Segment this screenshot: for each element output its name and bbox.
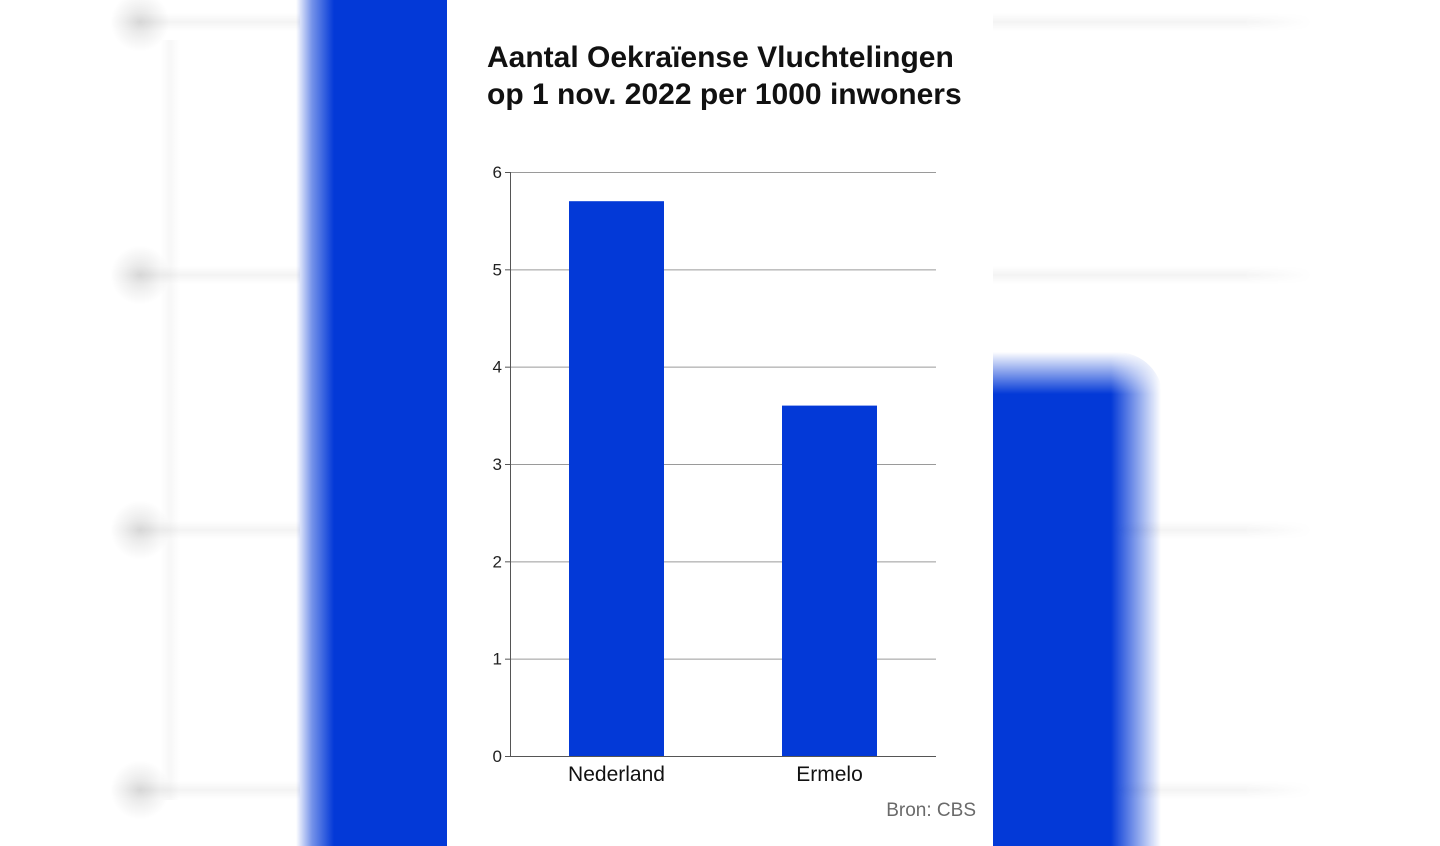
- blurred-tick-label: [110, 245, 170, 305]
- blurred-gridline: [110, 266, 300, 284]
- blurred-tick-label: [110, 760, 170, 820]
- x-category-label: Nederland: [568, 763, 665, 786]
- blurred-bar-left: [296, 0, 447, 846]
- blurred-gridline: [993, 13, 1313, 31]
- blurred-axis-line: [160, 40, 180, 800]
- bar-ermelo: [782, 405, 877, 756]
- y-tick-label: 5: [493, 260, 502, 279]
- bar-chart: 0 1 2 3 4 5 6 Nederland Ermelo: [493, 163, 936, 786]
- chart-title-line-2: op 1 nov. 2022 per 1000 inwoners: [487, 78, 962, 111]
- blurred-gridline: [993, 266, 1313, 284]
- x-category-label: Ermelo: [796, 763, 863, 786]
- blurred-tick-label: [110, 500, 170, 560]
- blurred-bar-right: [993, 352, 1163, 846]
- y-tick-label: 2: [493, 552, 502, 571]
- blurred-gridline: [110, 521, 300, 539]
- source-note: Bron: CBS: [886, 800, 976, 821]
- y-tick-label: 6: [493, 163, 502, 182]
- y-tick-label: 4: [493, 358, 502, 377]
- y-tick-label: 0: [493, 747, 502, 766]
- blurred-tick-label: [110, 0, 170, 52]
- bar-nederland: [569, 201, 664, 756]
- y-tick-label: 3: [493, 455, 502, 474]
- blurred-gridline: [110, 13, 300, 31]
- blurred-gridline: [110, 781, 300, 799]
- y-tick-label: 1: [493, 650, 502, 669]
- chart-title-line-1: Aantal Oekraïense Vluchtelingen: [487, 41, 954, 74]
- chart-panel: Aantal Oekraïense Vluchtelingen op 1 nov…: [447, 0, 993, 846]
